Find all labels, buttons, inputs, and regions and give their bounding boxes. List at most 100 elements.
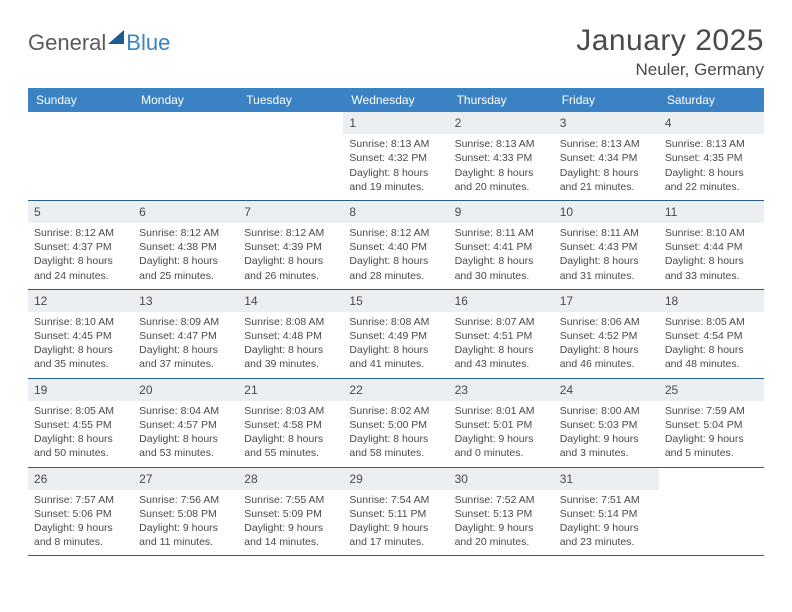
- sunset-text: Sunset: 4:40 PM: [349, 240, 442, 254]
- day-number: 11: [659, 201, 764, 223]
- daylight-text: Daylight: 8 hours and 37 minutes.: [139, 343, 232, 371]
- daylight-text: Daylight: 8 hours and 39 minutes.: [244, 343, 337, 371]
- calendar-cell: 12Sunrise: 8:10 AMSunset: 4:45 PMDayligh…: [28, 290, 133, 378]
- calendar-cell: 31Sunrise: 7:51 AMSunset: 5:14 PMDayligh…: [554, 468, 659, 556]
- sunrise-text: Sunrise: 8:03 AM: [244, 404, 337, 418]
- sunset-text: Sunset: 4:52 PM: [560, 329, 653, 343]
- sunset-text: Sunset: 4:32 PM: [349, 151, 442, 165]
- daylight-text: Daylight: 8 hours and 26 minutes.: [244, 254, 337, 282]
- daylight-text: Daylight: 9 hours and 11 minutes.: [139, 521, 232, 549]
- sunrise-text: Sunrise: 8:07 AM: [455, 315, 548, 329]
- sunrise-text: Sunrise: 7:52 AM: [455, 493, 548, 507]
- calendar-page: GeneralBlue January 2025 Neuler, Germany…: [0, 0, 792, 576]
- sunset-text: Sunset: 4:58 PM: [244, 418, 337, 432]
- calendar-cell: 15Sunrise: 8:08 AMSunset: 4:49 PMDayligh…: [343, 290, 448, 378]
- sunrise-text: Sunrise: 8:01 AM: [455, 404, 548, 418]
- day-number: 23: [449, 379, 554, 401]
- day-number: 22: [343, 379, 448, 401]
- week-row: 5Sunrise: 8:12 AMSunset: 4:37 PMDaylight…: [28, 201, 764, 290]
- day-number: 21: [238, 379, 343, 401]
- day-number: 5: [28, 201, 133, 223]
- calendar-cell-empty: [659, 468, 764, 556]
- day-number: 27: [133, 468, 238, 490]
- calendar-cell: 9Sunrise: 8:11 AMSunset: 4:41 PMDaylight…: [449, 201, 554, 289]
- daylight-text: Daylight: 8 hours and 20 minutes.: [455, 166, 548, 194]
- sunrise-text: Sunrise: 8:13 AM: [560, 137, 653, 151]
- sunrise-text: Sunrise: 7:59 AM: [665, 404, 758, 418]
- day-number: 19: [28, 379, 133, 401]
- sunset-text: Sunset: 4:48 PM: [244, 329, 337, 343]
- calendar-cell: 3Sunrise: 8:13 AMSunset: 4:34 PMDaylight…: [554, 112, 659, 200]
- header-row: GeneralBlue January 2025 Neuler, Germany: [28, 24, 764, 80]
- day-number: 17: [554, 290, 659, 312]
- sunrise-text: Sunrise: 8:12 AM: [34, 226, 127, 240]
- daylight-text: Daylight: 8 hours and 43 minutes.: [455, 343, 548, 371]
- sunset-text: Sunset: 4:45 PM: [34, 329, 127, 343]
- calendar-cell: 11Sunrise: 8:10 AMSunset: 4:44 PMDayligh…: [659, 201, 764, 289]
- sunrise-text: Sunrise: 7:57 AM: [34, 493, 127, 507]
- daylight-text: Daylight: 8 hours and 46 minutes.: [560, 343, 653, 371]
- sunrise-text: Sunrise: 8:11 AM: [560, 226, 653, 240]
- daylight-text: Daylight: 8 hours and 22 minutes.: [665, 166, 758, 194]
- calendar-cell: 30Sunrise: 7:52 AMSunset: 5:13 PMDayligh…: [449, 468, 554, 556]
- sunset-text: Sunset: 4:33 PM: [455, 151, 548, 165]
- sunrise-text: Sunrise: 8:13 AM: [349, 137, 442, 151]
- month-title: January 2025: [576, 24, 764, 58]
- sunrise-text: Sunrise: 8:11 AM: [455, 226, 548, 240]
- dow-thursday: Thursday: [449, 88, 554, 112]
- sunrise-text: Sunrise: 8:12 AM: [139, 226, 232, 240]
- sunset-text: Sunset: 5:00 PM: [349, 418, 442, 432]
- calendar-cell: 14Sunrise: 8:08 AMSunset: 4:48 PMDayligh…: [238, 290, 343, 378]
- day-number: 20: [133, 379, 238, 401]
- sunrise-text: Sunrise: 7:55 AM: [244, 493, 337, 507]
- dow-wednesday: Wednesday: [343, 88, 448, 112]
- day-number: 12: [28, 290, 133, 312]
- logo-text-blue: Blue: [126, 30, 170, 56]
- sunset-text: Sunset: 5:04 PM: [665, 418, 758, 432]
- sunset-text: Sunset: 5:09 PM: [244, 507, 337, 521]
- daylight-text: Daylight: 8 hours and 33 minutes.: [665, 254, 758, 282]
- daylight-text: Daylight: 8 hours and 28 minutes.: [349, 254, 442, 282]
- day-number: 16: [449, 290, 554, 312]
- calendar-cell: 28Sunrise: 7:55 AMSunset: 5:09 PMDayligh…: [238, 468, 343, 556]
- sunrise-text: Sunrise: 8:06 AM: [560, 315, 653, 329]
- day-number: 1: [343, 112, 448, 134]
- calendar-cell: 22Sunrise: 8:02 AMSunset: 5:00 PMDayligh…: [343, 379, 448, 467]
- logo-triangle-icon: [108, 30, 124, 44]
- daylight-text: Daylight: 8 hours and 41 minutes.: [349, 343, 442, 371]
- dow-sunday: Sunday: [28, 88, 133, 112]
- calendar-cell: 4Sunrise: 8:13 AMSunset: 4:35 PMDaylight…: [659, 112, 764, 200]
- calendar-cell: 1Sunrise: 8:13 AMSunset: 4:32 PMDaylight…: [343, 112, 448, 200]
- day-number: 4: [659, 112, 764, 134]
- sunrise-text: Sunrise: 8:13 AM: [455, 137, 548, 151]
- day-number: 24: [554, 379, 659, 401]
- calendar-cell: 10Sunrise: 8:11 AMSunset: 4:43 PMDayligh…: [554, 201, 659, 289]
- day-number: 10: [554, 201, 659, 223]
- sunset-text: Sunset: 4:34 PM: [560, 151, 653, 165]
- calendar-cell: 16Sunrise: 8:07 AMSunset: 4:51 PMDayligh…: [449, 290, 554, 378]
- day-number: 14: [238, 290, 343, 312]
- dow-friday: Friday: [554, 88, 659, 112]
- daylight-text: Daylight: 8 hours and 58 minutes.: [349, 432, 442, 460]
- sunrise-text: Sunrise: 8:10 AM: [34, 315, 127, 329]
- day-number: 9: [449, 201, 554, 223]
- weeks-container: 1Sunrise: 8:13 AMSunset: 4:32 PMDaylight…: [28, 112, 764, 556]
- day-number: 26: [28, 468, 133, 490]
- calendar-cell: 23Sunrise: 8:01 AMSunset: 5:01 PMDayligh…: [449, 379, 554, 467]
- sunrise-text: Sunrise: 7:51 AM: [560, 493, 653, 507]
- sunrise-text: Sunrise: 8:04 AM: [139, 404, 232, 418]
- calendar-cell: 5Sunrise: 8:12 AMSunset: 4:37 PMDaylight…: [28, 201, 133, 289]
- sunset-text: Sunset: 5:14 PM: [560, 507, 653, 521]
- dow-tuesday: Tuesday: [238, 88, 343, 112]
- day-number: 18: [659, 290, 764, 312]
- sunset-text: Sunset: 4:43 PM: [560, 240, 653, 254]
- sunset-text: Sunset: 5:01 PM: [455, 418, 548, 432]
- daylight-text: Daylight: 8 hours and 55 minutes.: [244, 432, 337, 460]
- calendar-cell: 24Sunrise: 8:00 AMSunset: 5:03 PMDayligh…: [554, 379, 659, 467]
- day-number: 15: [343, 290, 448, 312]
- sunrise-text: Sunrise: 8:05 AM: [34, 404, 127, 418]
- week-row: 26Sunrise: 7:57 AMSunset: 5:06 PMDayligh…: [28, 468, 764, 557]
- title-block: January 2025 Neuler, Germany: [576, 24, 764, 80]
- sunset-text: Sunset: 5:13 PM: [455, 507, 548, 521]
- day-number: 8: [343, 201, 448, 223]
